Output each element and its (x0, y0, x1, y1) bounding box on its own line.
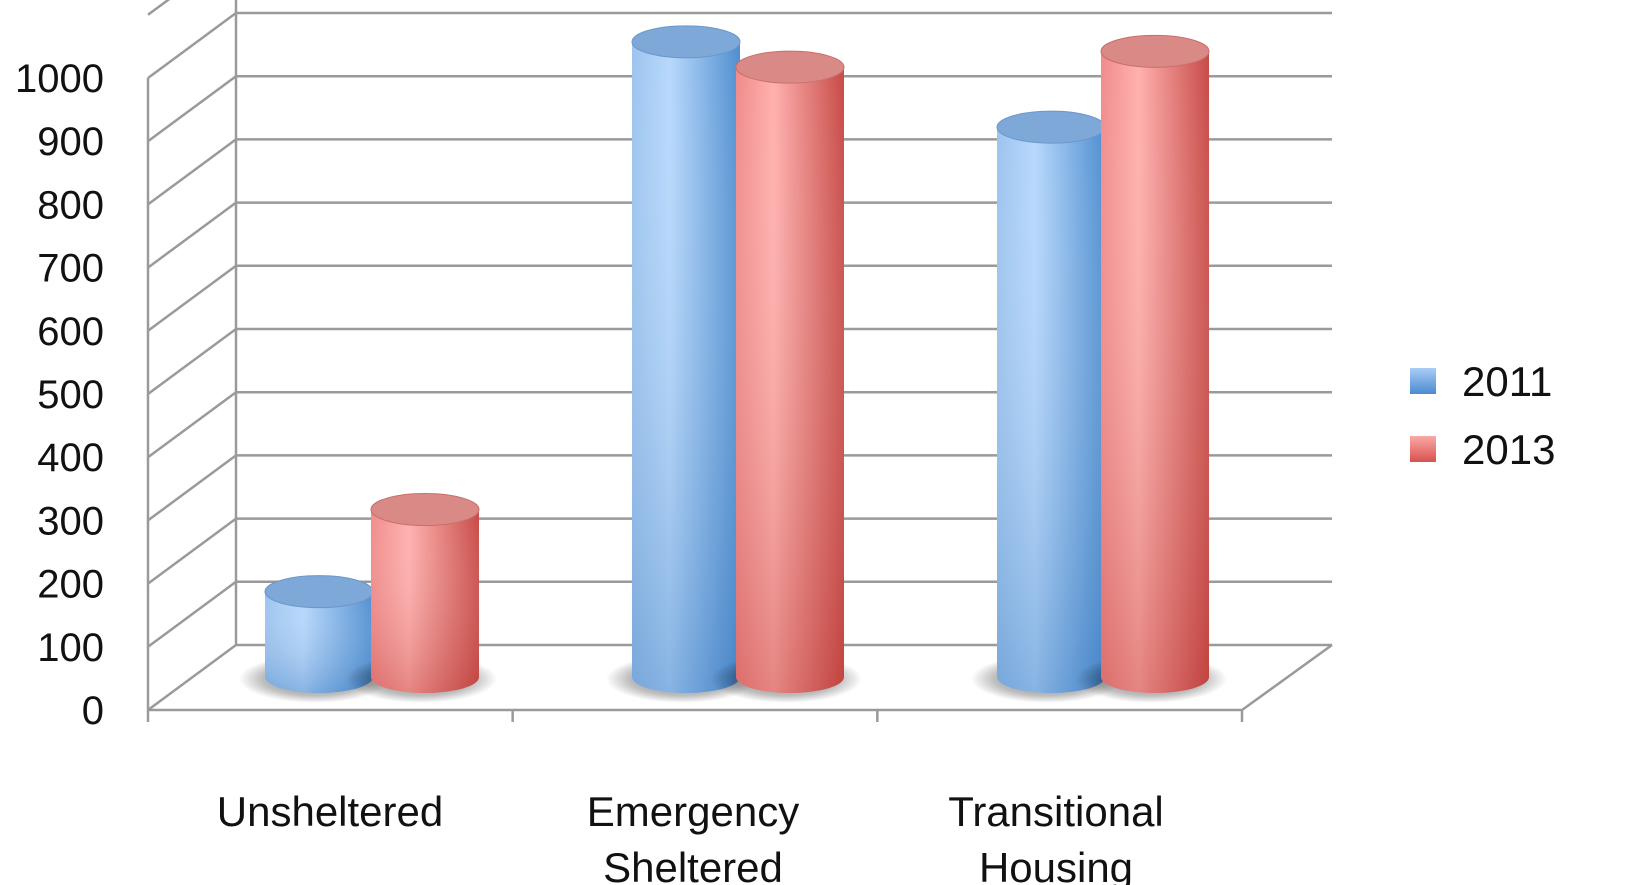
bar-body-shade (1101, 51, 1209, 693)
bars (239, 25, 1227, 703)
x-axis (146, 643, 1333, 722)
gridline-side (147, 0, 171, 16)
bar-body-shade (265, 591, 373, 693)
legend-swatch-2011 (1410, 368, 1436, 394)
bar-body-shade (997, 127, 1105, 693)
bar-top (735, 50, 845, 84)
gridline-side (147, 11, 237, 80)
gridline-side (147, 75, 237, 143)
gridline-side (147, 264, 237, 332)
x-tick-label: Housing (979, 844, 1133, 885)
legend: 2011 2013 (1410, 358, 1555, 473)
gridline-side (147, 517, 237, 585)
bar-top (631, 25, 741, 59)
y-tick-label: 200 (37, 563, 104, 607)
chart-walls (146, 0, 238, 710)
gridline-side (147, 391, 237, 459)
floor-right-edge (1241, 643, 1333, 712)
bar-body-shade (632, 41, 740, 693)
y-tick-label: 900 (37, 120, 104, 164)
y-tick-label: 800 (37, 183, 104, 227)
bar-top (264, 575, 374, 609)
bar-2011-1 (606, 25, 758, 703)
gridline-side (147, 454, 237, 522)
y-tick-label: 500 (37, 373, 104, 417)
bar-2013-1 (710, 50, 862, 703)
x-tick-label: Emergency (587, 788, 799, 835)
y-axis-tick-labels: 0 100 200 300 400 500 600 700 800 900 1000 (15, 57, 104, 733)
x-axis-tick-labels: Unsheltered Emergency Sheltered Transitiona… (217, 788, 1164, 885)
y-tick-label: 400 (37, 436, 104, 480)
x-tick-label: Sheltered (603, 844, 783, 885)
gridline-side (147, 580, 237, 648)
gridline-side (147, 201, 237, 269)
y-tick-label: 700 (37, 247, 104, 291)
legend-swatch-2013 (1410, 436, 1436, 462)
x-tick-label: Unsheltered (217, 788, 443, 835)
legend-label-2011: 2011 (1462, 358, 1552, 405)
y-tick-label: 300 (37, 499, 104, 543)
legend-label-2013: 2013 (1462, 426, 1555, 473)
bar-2013-0 (345, 493, 497, 703)
y-tick-label: 1000 (15, 57, 104, 101)
bar-2013-2 (1075, 34, 1227, 703)
bar-top (996, 110, 1106, 144)
y-tick-label: 100 (37, 626, 104, 670)
bar-top (1100, 34, 1210, 68)
bar-body-shade (736, 67, 844, 694)
x-tick-label: Transitional (948, 788, 1164, 835)
y-tick-label: 0 (82, 689, 104, 733)
bar-top (370, 493, 480, 527)
gridline-side (147, 138, 237, 206)
bar-body-shade (371, 509, 479, 693)
bar-2011-2 (971, 110, 1123, 703)
y-tick-label: 600 (37, 310, 104, 354)
gridline-side (147, 643, 237, 712)
gridline-side (147, 327, 237, 396)
bar-2011-0 (239, 575, 391, 703)
